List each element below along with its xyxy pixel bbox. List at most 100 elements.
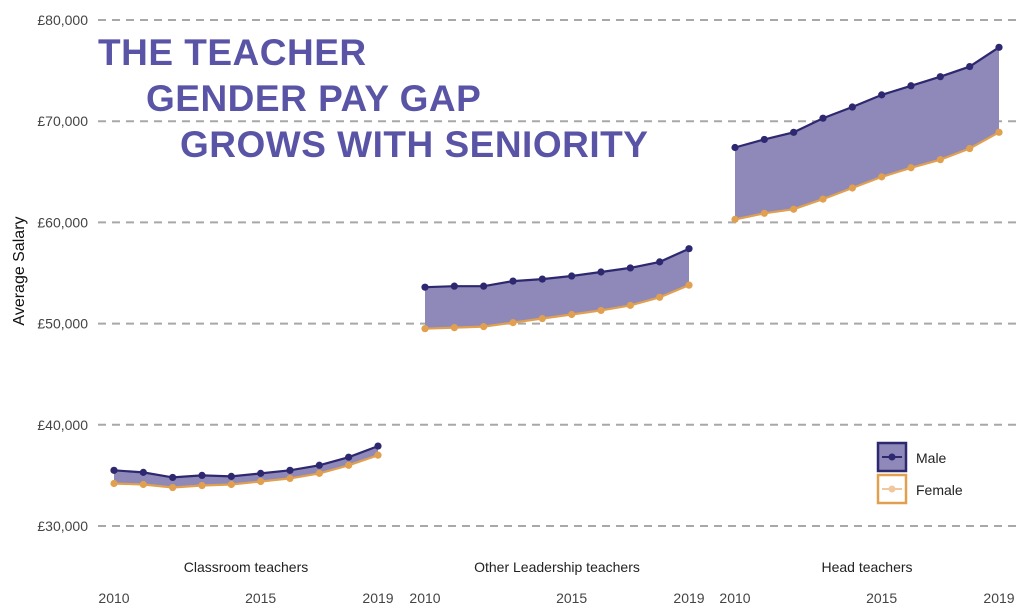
female-point <box>790 205 798 213</box>
x-tick-label: 2015 <box>866 590 897 606</box>
x-tick-label: 2019 <box>983 590 1014 606</box>
legend-male-label: Male <box>916 450 947 466</box>
female-point <box>907 164 915 172</box>
y-axis-label: Average Salary <box>11 216 28 326</box>
female-point <box>345 461 353 469</box>
female-point <box>110 479 118 488</box>
female-point <box>966 144 974 153</box>
male-point <box>538 275 546 283</box>
gap-area <box>425 248 689 329</box>
legend-female-label: Female <box>916 482 963 498</box>
panel-1: Other Leadership teachers 2010 2015 2019 <box>409 245 705 606</box>
female-line <box>424 284 690 330</box>
female-point <box>597 306 605 315</box>
male-point <box>345 453 353 461</box>
y-tick-label: £50,000 <box>37 316 88 332</box>
female-point <box>995 128 1003 136</box>
y-tick-label: £60,000 <box>37 214 88 230</box>
male-point <box>450 282 458 290</box>
male-point <box>374 442 382 450</box>
male-line <box>113 445 379 479</box>
male-point <box>198 471 206 479</box>
x-tick-label: 2010 <box>409 590 440 606</box>
legend: Male Female <box>876 441 963 505</box>
male-point <box>626 264 634 272</box>
legend-male-dot <box>888 453 896 461</box>
male-point <box>315 461 323 469</box>
female-point <box>656 293 664 301</box>
female-point <box>626 301 634 309</box>
chart-title-line-1: THE TEACHER <box>98 32 367 73</box>
female-point <box>227 480 235 489</box>
legend-female-dot <box>888 485 896 493</box>
male-point <box>597 268 605 276</box>
female-point <box>509 318 517 327</box>
female-point <box>685 281 693 289</box>
male-point <box>907 82 915 90</box>
male-point <box>995 43 1003 51</box>
male-point <box>227 472 235 481</box>
male-point <box>790 128 798 136</box>
panel-2: Head teachers 2010 2015 2019 <box>719 43 1015 606</box>
male-line <box>424 247 690 289</box>
male-point <box>169 473 177 482</box>
y-tick-label: £30,000 <box>37 518 88 534</box>
y-axis-ticks: £30,000 £40,000 £50,000 £60,000 £70,000 £80,0… <box>37 12 88 534</box>
male-point <box>936 73 944 81</box>
female-point <box>257 477 265 486</box>
female-point <box>286 474 294 483</box>
male-point <box>731 143 739 152</box>
female-point <box>169 483 177 492</box>
female-point <box>198 481 206 490</box>
male-point <box>110 466 118 474</box>
x-tick-label: 2019 <box>362 590 393 606</box>
male-point <box>878 91 886 99</box>
female-point <box>480 323 488 331</box>
female-point <box>848 184 856 192</box>
female-point <box>139 480 147 489</box>
chart-title-line-3: GROWS WITH SENIORITY <box>180 124 649 165</box>
male-point <box>421 283 429 291</box>
x-tick-label: 2010 <box>98 590 129 606</box>
female-line <box>734 131 1000 221</box>
male-point <box>760 135 768 144</box>
x-tick-label: 2019 <box>673 590 704 606</box>
female-point <box>878 173 886 181</box>
male-point <box>656 258 664 266</box>
panel-label: Other Leadership teachers <box>474 559 640 575</box>
y-tick-label: £80,000 <box>37 12 88 28</box>
female-point <box>421 325 429 333</box>
panel-label: Head teachers <box>821 559 912 575</box>
male-point <box>257 469 265 477</box>
y-tick-label: £70,000 <box>37 113 88 129</box>
male-point <box>509 277 517 285</box>
chart-title-line-2: GENDER PAY GAP <box>146 78 482 119</box>
panel-0: Classroom teachers 2010 2015 2019 <box>98 442 394 606</box>
y-tick-label: £40,000 <box>37 417 88 433</box>
female-point <box>760 209 768 217</box>
male-point <box>286 466 294 474</box>
female-point <box>568 310 576 319</box>
x-tick-label: 2015 <box>245 590 276 606</box>
male-point <box>685 245 693 253</box>
gap-area <box>735 47 999 220</box>
female-line <box>113 454 379 489</box>
male-point <box>819 114 827 122</box>
female-point <box>936 156 944 164</box>
female-point <box>374 451 382 459</box>
male-point <box>848 103 856 111</box>
male-point <box>139 468 147 476</box>
female-point <box>450 324 458 332</box>
male-point <box>568 272 576 280</box>
female-point <box>731 215 739 223</box>
male-point <box>480 282 488 290</box>
female-point <box>819 195 827 203</box>
x-tick-label: 2015 <box>556 590 587 606</box>
x-tick-label: 2010 <box>719 590 750 606</box>
female-point <box>315 469 323 477</box>
panel-label: Classroom teachers <box>184 559 309 575</box>
gap-area <box>114 446 378 488</box>
male-point <box>966 62 974 71</box>
